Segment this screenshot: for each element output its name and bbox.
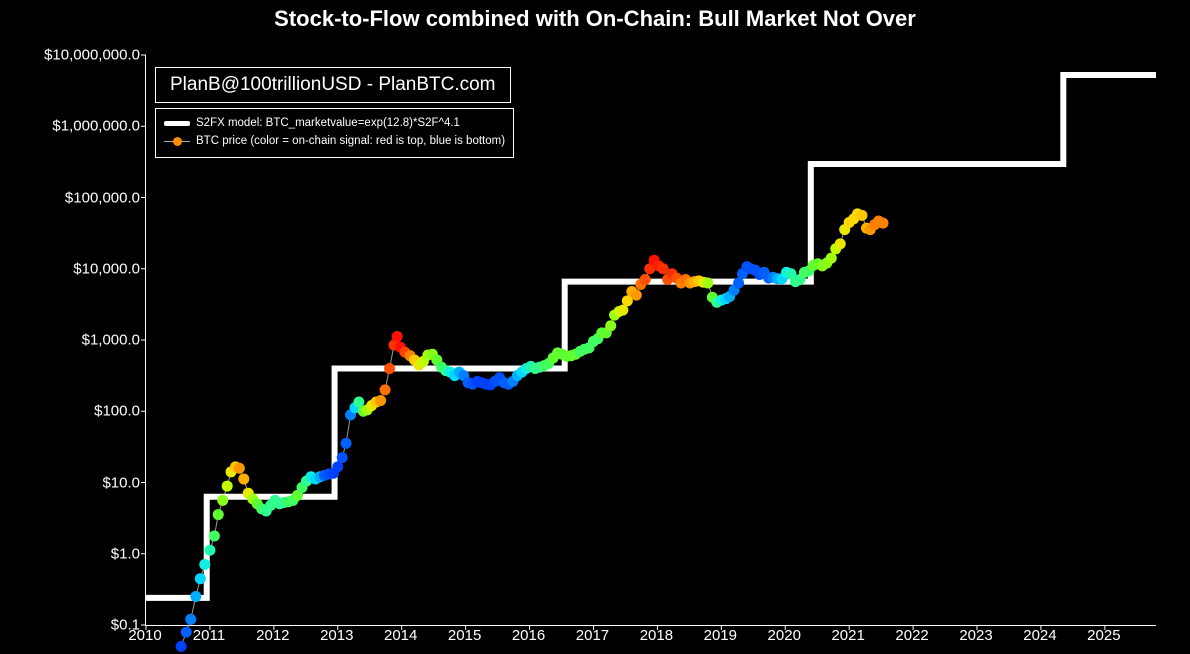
x-tick-label: 2010 [128, 627, 161, 644]
x-tick-label: 2016 [512, 627, 545, 644]
x-tick-label: 2025 [1087, 627, 1120, 644]
legend-row-btc: BTC price (color = on-chain signal: red … [164, 133, 505, 150]
btc-data-point [605, 320, 616, 331]
btc-data-point [217, 495, 228, 506]
btc-data-point [195, 573, 206, 584]
legend-model-label: S2FX model: BTC_marketvalue=exp(12.8)*S2… [196, 115, 460, 132]
y-tick-label: $1,000.0 [82, 332, 140, 349]
chart-container: Stock-to-Flow combined with On-Chain: Bu… [0, 0, 1190, 654]
legend-model-line-icon [164, 121, 190, 126]
btc-data-point [878, 218, 889, 229]
x-tick-label: 2013 [320, 627, 353, 644]
btc-data-point [238, 473, 249, 484]
x-tick-label: 2021 [831, 627, 864, 644]
btc-data-point [213, 509, 224, 520]
x-tick-label: 2022 [895, 627, 928, 644]
btc-data-point [702, 278, 713, 289]
btc-data-point [222, 481, 233, 492]
btc-data-point [380, 384, 391, 395]
btc-data-point [341, 438, 352, 449]
y-tick-label: $10,000.0 [73, 260, 140, 277]
btc-data-point [835, 238, 846, 249]
x-tick-label: 2019 [704, 627, 737, 644]
btc-data-point [375, 395, 386, 406]
btc-data-point [190, 591, 201, 602]
y-tick-label: $1.0 [111, 545, 140, 562]
btc-data-point [392, 331, 403, 342]
btc-data-point [234, 463, 245, 474]
x-tick-label: 2011 [193, 627, 225, 644]
btc-data-point [204, 545, 215, 556]
btc-data-point [337, 452, 348, 463]
legend-box: S2FX model: BTC_marketvalue=exp(12.8)*S2… [155, 108, 514, 158]
legend-btc-label: BTC price (color = on-chain signal: red … [196, 133, 505, 150]
x-tick-label: 2024 [1023, 627, 1056, 644]
attribution-text: PlanB@100trillionUSD - PlanBTC.com [170, 74, 496, 95]
x-tick-label: 2017 [576, 627, 609, 644]
btc-data-point [640, 274, 651, 285]
y-tick-label: $100,000.0 [65, 189, 140, 206]
chart-title: Stock-to-Flow combined with On-Chain: Bu… [0, 0, 1190, 32]
x-tick-label: 2018 [640, 627, 673, 644]
attribution-box: PlanB@100trillionUSD - PlanBTC.com [155, 67, 511, 103]
x-tick-label: 2020 [768, 627, 801, 644]
btc-data-point [185, 614, 196, 625]
x-tick-label: 2012 [256, 627, 289, 644]
x-tick-label: 2015 [448, 627, 481, 644]
y-tick-label: $100.0 [94, 403, 140, 420]
btc-data-point [181, 627, 192, 638]
btc-data-point [384, 363, 395, 374]
legend-row-model: S2FX model: BTC_marketvalue=exp(12.8)*S2… [164, 115, 505, 132]
btc-data-point [856, 210, 867, 221]
btc-data-point [176, 641, 187, 652]
y-tick-label: $10.0 [102, 474, 140, 491]
x-tick-label: 2023 [959, 627, 992, 644]
legend-btc-marker-icon [164, 137, 190, 146]
x-tick-label: 2014 [384, 627, 417, 644]
btc-data-point [631, 290, 642, 301]
y-tick-label: $10,000,000.0 [44, 47, 140, 64]
y-tick-label: $1,000,000.0 [52, 118, 140, 135]
btc-data-point [199, 559, 210, 570]
btc-data-point [209, 530, 220, 541]
